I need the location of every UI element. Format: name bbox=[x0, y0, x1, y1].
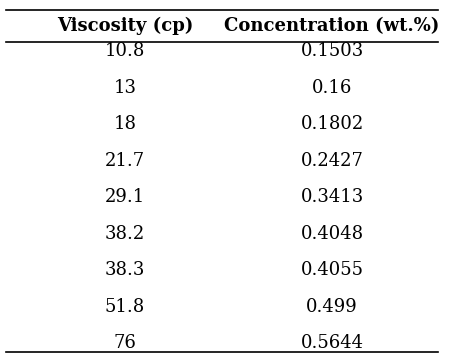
Text: 0.499: 0.499 bbox=[306, 298, 358, 316]
Text: 0.3413: 0.3413 bbox=[301, 188, 364, 206]
Text: 76: 76 bbox=[114, 334, 136, 352]
Text: 0.2427: 0.2427 bbox=[301, 152, 364, 170]
Text: 38.2: 38.2 bbox=[105, 225, 145, 243]
Text: 29.1: 29.1 bbox=[105, 188, 145, 206]
Text: 0.16: 0.16 bbox=[312, 79, 353, 96]
Text: 0.1503: 0.1503 bbox=[301, 42, 364, 60]
Text: 21.7: 21.7 bbox=[105, 152, 145, 170]
Text: 51.8: 51.8 bbox=[105, 298, 145, 316]
Text: 10.8: 10.8 bbox=[105, 42, 145, 60]
Text: 0.4055: 0.4055 bbox=[301, 261, 364, 279]
Text: 13: 13 bbox=[113, 79, 136, 96]
Text: Viscosity (cp): Viscosity (cp) bbox=[57, 17, 193, 35]
Text: 18: 18 bbox=[113, 115, 136, 133]
Text: 0.5644: 0.5644 bbox=[301, 334, 364, 352]
Text: 0.4048: 0.4048 bbox=[301, 225, 364, 243]
Text: Concentration (wt.%): Concentration (wt.%) bbox=[225, 17, 440, 35]
Text: 38.3: 38.3 bbox=[105, 261, 145, 279]
Text: 0.1802: 0.1802 bbox=[301, 115, 364, 133]
